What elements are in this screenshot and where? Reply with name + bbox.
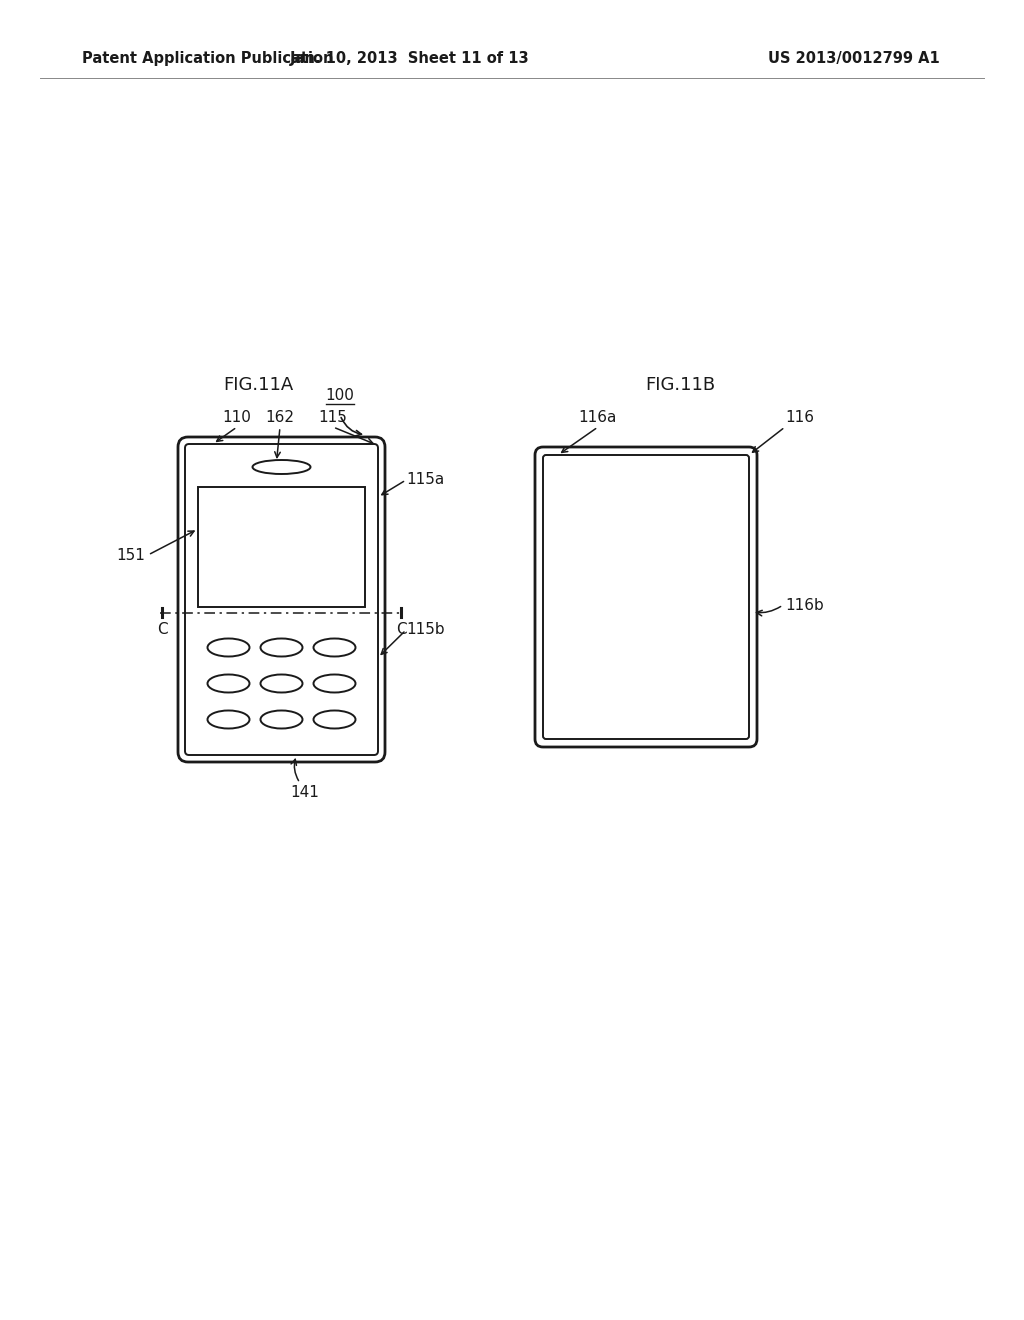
Ellipse shape bbox=[260, 675, 302, 693]
Text: 100: 100 bbox=[326, 388, 354, 403]
Ellipse shape bbox=[313, 675, 355, 693]
Bar bbox=[198, 487, 365, 607]
Text: FIG.11A: FIG.11A bbox=[223, 376, 293, 393]
FancyBboxPatch shape bbox=[185, 444, 378, 755]
Text: 116b: 116b bbox=[785, 598, 823, 612]
Text: 115: 115 bbox=[318, 411, 347, 425]
FancyBboxPatch shape bbox=[178, 437, 385, 762]
Text: 115a: 115a bbox=[406, 473, 444, 487]
Text: 151: 151 bbox=[116, 548, 145, 562]
Text: 115b: 115b bbox=[406, 623, 444, 638]
Ellipse shape bbox=[253, 459, 310, 474]
Text: Jan. 10, 2013  Sheet 11 of 13: Jan. 10, 2013 Sheet 11 of 13 bbox=[290, 50, 529, 66]
Text: C: C bbox=[157, 622, 167, 638]
Ellipse shape bbox=[208, 675, 250, 693]
Text: US 2013/0012799 A1: US 2013/0012799 A1 bbox=[768, 50, 940, 66]
FancyBboxPatch shape bbox=[543, 455, 749, 739]
Text: 116a: 116a bbox=[579, 411, 617, 425]
Text: 116: 116 bbox=[785, 411, 814, 425]
Text: C: C bbox=[395, 622, 407, 638]
Ellipse shape bbox=[260, 639, 302, 656]
Ellipse shape bbox=[260, 710, 302, 729]
Text: 162: 162 bbox=[265, 411, 295, 425]
Text: FIG.11B: FIG.11B bbox=[645, 376, 715, 393]
FancyBboxPatch shape bbox=[535, 447, 757, 747]
Text: Patent Application Publication: Patent Application Publication bbox=[82, 50, 334, 66]
Text: 110: 110 bbox=[222, 411, 252, 425]
Ellipse shape bbox=[208, 639, 250, 656]
Ellipse shape bbox=[208, 710, 250, 729]
Text: 141: 141 bbox=[291, 785, 319, 800]
Ellipse shape bbox=[313, 639, 355, 656]
Ellipse shape bbox=[313, 710, 355, 729]
